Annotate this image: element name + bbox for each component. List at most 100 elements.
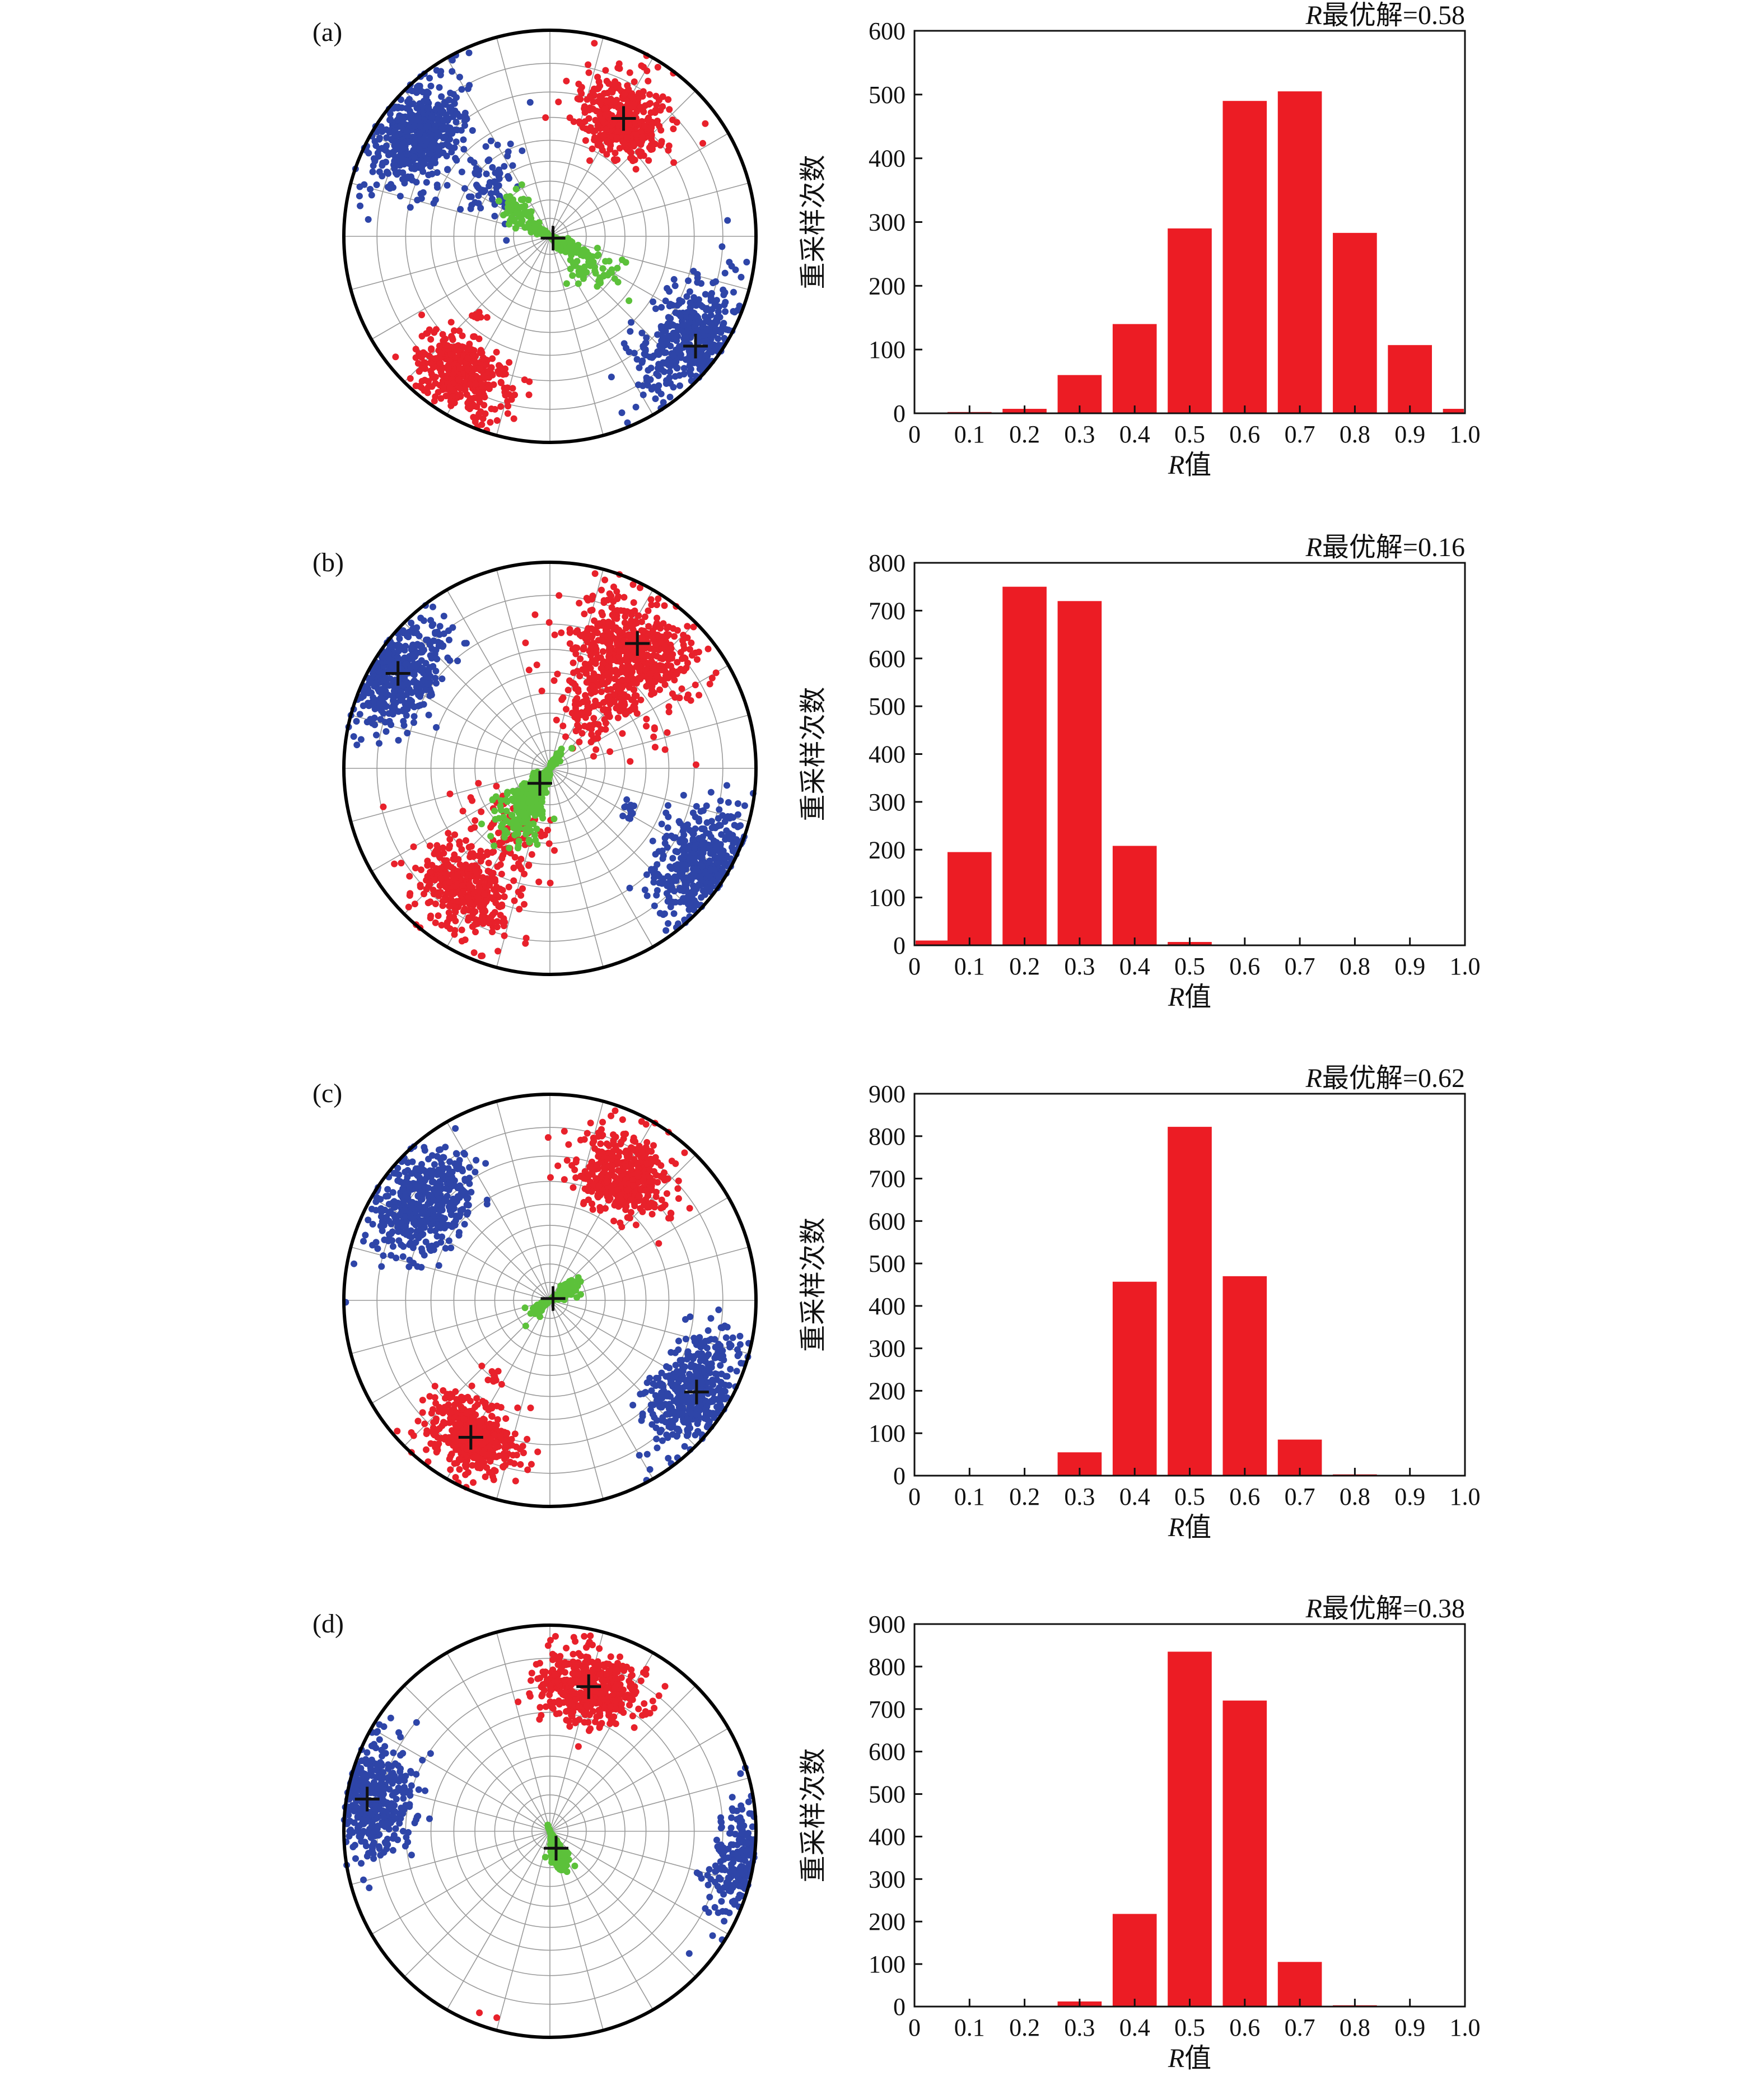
blue-point [731, 309, 738, 316]
red-point [566, 114, 573, 122]
blue-point [409, 176, 416, 184]
green-point [569, 272, 576, 279]
green-point [595, 277, 603, 284]
red-point [455, 376, 462, 383]
red-point [556, 592, 563, 599]
red-point [525, 391, 533, 399]
red-point [621, 701, 628, 708]
blue-point [437, 108, 445, 115]
blue-point [425, 171, 432, 179]
blue-point [399, 145, 407, 152]
red-point [601, 105, 609, 112]
blue-point [416, 85, 423, 92]
red-point [444, 342, 451, 349]
red-point [605, 80, 612, 87]
red-point [624, 128, 631, 135]
x-tick-label: 0.4 [1119, 421, 1150, 448]
blue-point [386, 656, 393, 663]
blue-point [413, 104, 421, 111]
blue-point [392, 132, 399, 139]
red-point [594, 141, 601, 148]
blue-point [380, 710, 387, 717]
green-point [524, 209, 531, 216]
blue-point [487, 137, 494, 144]
blue-point [687, 354, 694, 361]
blue-point [361, 181, 368, 188]
blue-point [689, 828, 697, 836]
red-point [481, 375, 488, 382]
blue-point [666, 333, 673, 340]
blue-point [418, 689, 425, 696]
blue-point [403, 680, 410, 687]
red-point [446, 790, 454, 797]
blue-point [707, 297, 715, 304]
red-point [551, 631, 558, 638]
blue-point [721, 334, 728, 342]
blue-point [716, 342, 723, 349]
blue-point [469, 127, 476, 134]
blue-point [396, 152, 404, 159]
green-point [512, 185, 520, 193]
blue-point [618, 409, 626, 417]
red-point [581, 667, 589, 674]
green-point [503, 193, 510, 200]
red-point [505, 403, 512, 410]
blue-point [697, 808, 704, 815]
y-tick-label: 100 [869, 336, 906, 363]
red-point [460, 343, 467, 351]
red-point [550, 847, 558, 854]
red-point [631, 78, 638, 85]
red-point [493, 348, 500, 356]
red-point [457, 891, 464, 898]
blue-point [440, 613, 447, 620]
red-point [594, 122, 601, 129]
blue-point [643, 334, 650, 342]
red-point [586, 157, 594, 164]
red-point [677, 649, 684, 656]
blue-point [663, 832, 670, 839]
red-point [684, 659, 691, 666]
red-point [544, 827, 552, 834]
red-point [598, 665, 605, 672]
blue-point [680, 329, 687, 336]
red-point [469, 910, 477, 917]
red-point [687, 697, 694, 704]
red-point [578, 709, 585, 716]
red-point [627, 148, 634, 155]
red-point [493, 417, 501, 424]
red-point [616, 144, 623, 152]
red-point [665, 674, 672, 682]
blue-point [444, 181, 451, 189]
red-point [612, 150, 619, 157]
red-point [451, 831, 459, 838]
red-point [427, 367, 435, 375]
red-point [620, 691, 628, 698]
blue-point [680, 823, 687, 831]
blue-point [736, 302, 743, 310]
red-point [606, 748, 614, 755]
blue-point [707, 789, 715, 796]
blue-point [410, 719, 417, 726]
blue-point [715, 874, 722, 881]
blue-point [721, 269, 729, 277]
blue-point [410, 713, 418, 720]
blue-point [673, 358, 680, 365]
red-point [398, 860, 405, 867]
red-point [608, 87, 615, 94]
blue-point [654, 861, 661, 868]
blue-point [496, 175, 503, 183]
blue-point [357, 202, 364, 209]
blue-point [428, 655, 435, 662]
blue-point [446, 657, 454, 664]
red-point [474, 894, 482, 901]
red-point [510, 877, 517, 884]
red-point [678, 685, 685, 692]
red-point [638, 62, 645, 69]
blue-point [494, 141, 501, 148]
blue-point [690, 844, 698, 851]
red-point [692, 682, 699, 689]
blue-point [473, 165, 480, 172]
blue-point [649, 837, 656, 845]
red-point [439, 331, 446, 338]
blue-point [672, 848, 679, 855]
